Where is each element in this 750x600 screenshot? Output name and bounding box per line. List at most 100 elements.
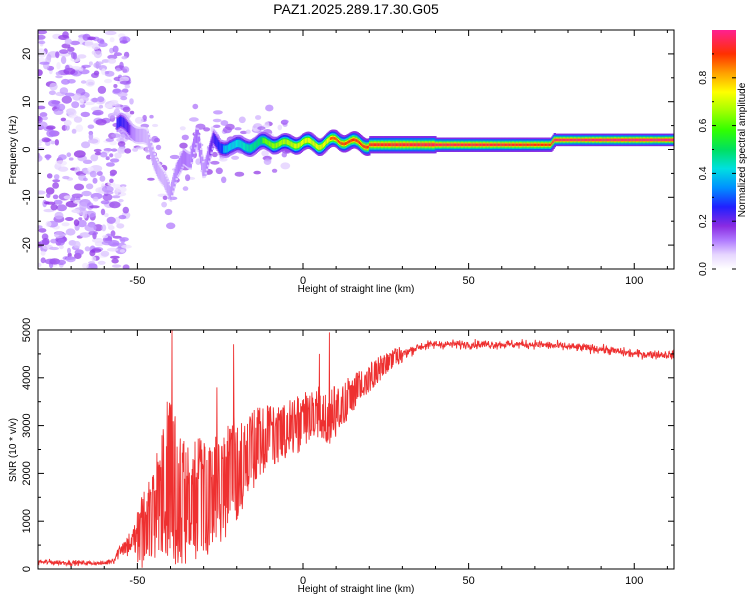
heatmap-noise-cell (52, 179, 61, 183)
spectrogram-ylabel: Frequency (Hz) (8, 116, 19, 185)
heatmap-ridge-cell (159, 167, 162, 181)
heatmap-noise-cell (101, 240, 114, 246)
heatmap-scatter-cell (220, 120, 229, 126)
heatmap-noise-cell (84, 224, 97, 232)
heatmap-ridge-cell (366, 145, 370, 149)
heatmap-noise-cell (113, 52, 122, 57)
heatmap-noise-cell (38, 34, 46, 40)
heatmap-scatter-cell (112, 88, 121, 94)
heatmap-noise-cell (116, 223, 125, 229)
heatmap-noise-cell (45, 154, 51, 161)
spectrogram-heatmap (38, 30, 674, 269)
colorbar-label: Normalized spectral amplitude (737, 82, 748, 217)
heatmap-ridge-cell (155, 160, 159, 175)
heatmap-scatter-cell (257, 126, 266, 131)
heatmap-scatter-cell (136, 146, 144, 150)
heatmap-scatter-cell (185, 174, 191, 182)
snr-ytick-label: 5000 (21, 318, 33, 342)
heatmap-noise-cell (74, 249, 84, 256)
heatmap-noise-cell (46, 173, 53, 179)
heatmap-noise-cell (59, 87, 69, 95)
heatmap-noise-cell (101, 185, 114, 193)
heatmap-noise-cell (55, 51, 60, 59)
heatmap-noise-cell (65, 228, 76, 236)
heatmap-scatter-cell (151, 135, 159, 143)
heatmap-scatter-cell (129, 110, 135, 115)
heatmap-ridge-cell (363, 145, 366, 148)
heatmap-noise-cell (77, 219, 87, 228)
heatmap-scatter-cell (215, 167, 223, 175)
heatmap-noise-cell (80, 80, 87, 84)
heatmap-noise-cell (73, 183, 85, 191)
heatmap-ridge-cell (210, 140, 213, 151)
heatmap-noise-cell (68, 157, 74, 161)
heatmap-scatter-cell (261, 150, 269, 157)
heatmap-noise-cell (122, 206, 129, 214)
chart-title: PAZ1.2025.289.17.30.G05 (273, 1, 439, 17)
heatmap-scatter-cell (221, 176, 227, 184)
heatmap-scatter-cell (169, 154, 180, 160)
heatmap-ridge-cell (184, 151, 188, 166)
heatmap-noise-cell (119, 76, 130, 82)
heatmap-noise-cell (65, 124, 70, 131)
heatmap-ridge-cell (130, 124, 133, 138)
heatmap-noise-cell (44, 258, 56, 265)
heatmap-scatter-cell (238, 116, 246, 124)
heatmap-noise-cell (100, 200, 110, 205)
heatmap-noise-cell (40, 257, 46, 264)
heatmap-scatter-cell (218, 157, 228, 162)
heatmap-ridge-cell (133, 127, 137, 142)
heatmap-noise-cell (96, 171, 103, 176)
heatmap-noise-cell (110, 230, 116, 237)
heatmap-noise-cell (90, 154, 99, 162)
heatmap-noise-cell (65, 92, 75, 97)
heatmap-scatter-cell (120, 96, 128, 101)
heatmap-noise-cell (63, 195, 72, 200)
heatmap-noise-cell (80, 111, 91, 118)
heatmap-noise-cell (54, 139, 59, 146)
heatmap-noise-cell (101, 224, 107, 232)
heatmap-scatter-cell (166, 222, 176, 230)
heatmap-noise-cell (79, 201, 88, 210)
heatmap-noise-cell (121, 244, 132, 249)
heatmap-noise-cell (106, 247, 119, 252)
heatmap-ridge-cell (232, 141, 235, 149)
heatmap-ridge-cell (450, 143, 453, 146)
heatmap-noise-cell (73, 240, 81, 249)
heatmap-noise-cell (70, 51, 76, 59)
heatmap-noise-cell (62, 31, 69, 39)
heatmap-noise-cell (117, 91, 128, 98)
heatmap-noise-cell (48, 90, 56, 96)
heatmap-ridge-cell (261, 136, 264, 145)
heatmap-noise-cell (87, 166, 94, 172)
heatmap-scatter-cell (182, 186, 189, 191)
heatmap-scatter-cell (134, 116, 144, 124)
heatmap-noise-cell (111, 195, 121, 199)
heatmap-noise-cell (73, 219, 80, 227)
heatmap-noise-cell (91, 256, 97, 262)
heatmap-noise-cell (73, 150, 86, 158)
heatmap-noise-cell (93, 50, 103, 59)
heatmap-noise-cell (77, 54, 87, 59)
heatmap-ridge-cell (152, 151, 155, 165)
heatmap-noise-cell (38, 142, 42, 147)
heatmap-noise-cell (116, 137, 128, 143)
heatmap-noise-cell (73, 116, 83, 123)
snr-xtick-label: -50 (129, 575, 145, 587)
heatmap-ridge-cell (319, 144, 322, 150)
heatmap-noise-cell (45, 221, 52, 227)
heatmap-noise-cell (56, 259, 66, 265)
heatmap-noise-cell (65, 217, 74, 221)
heatmap-noise-cell (81, 141, 91, 149)
heatmap-scatter-cell (155, 144, 162, 150)
snr-ytick-label: 1000 (21, 509, 33, 533)
spectrogram-xtick-label: 0 (300, 275, 306, 287)
colorbar (712, 30, 736, 269)
heatmap-noise-cell (88, 230, 98, 236)
heatmap-noise-cell (98, 42, 108, 48)
heatmap-noise-cell (119, 40, 128, 44)
heatmap-noise-cell (118, 199, 124, 203)
heatmap-ridge-cell (370, 143, 373, 147)
